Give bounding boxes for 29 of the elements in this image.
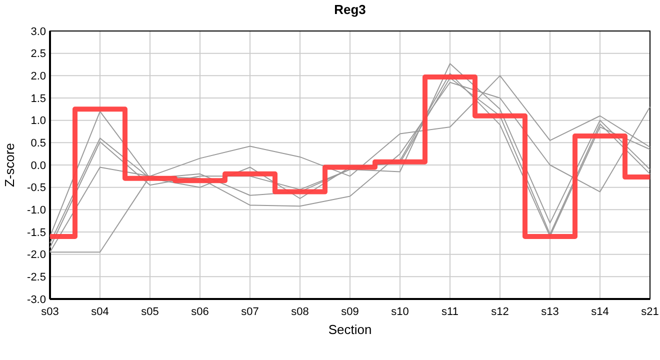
y-tick-label: 3.0	[30, 26, 46, 38]
y-tick-label: 2.0	[30, 70, 46, 83]
x-tick-label: s14	[591, 306, 609, 318]
y-tick-label: 1.0	[30, 115, 46, 128]
x-tick-label: s05	[141, 306, 159, 318]
y-axis-title: Z-score	[2, 142, 17, 188]
x-tick-label: s12	[491, 306, 509, 318]
chart-title: Reg3	[334, 2, 366, 17]
x-tick-label: s03	[41, 306, 59, 318]
y-tick-label: -1.5	[27, 226, 46, 239]
y-tick-label: -1.0	[27, 204, 46, 217]
y-tick-label: -2.5	[27, 272, 46, 284]
y-tick-label: 2.5	[30, 48, 46, 60]
x-tick-label: s11	[442, 306, 458, 318]
y-tick-label: 1.5	[30, 92, 46, 105]
y-tick-label: -2.0	[27, 249, 46, 262]
x-tick-label: s21	[641, 306, 659, 318]
x-tick-label: s06	[191, 306, 209, 318]
y-tick-label: 0.5	[30, 138, 46, 150]
x-tick-label: s09	[341, 306, 359, 318]
x-tick-label: s04	[91, 306, 109, 318]
x-tick-label: s07	[241, 306, 259, 318]
x-tick-label: s13	[541, 306, 559, 318]
x-axis-title: Section	[328, 322, 372, 337]
x-tick-label: s10	[391, 306, 409, 318]
y-tick-label: 0.0	[30, 160, 46, 172]
y-tick-label: -0.5	[27, 182, 46, 194]
y-tick-label: -3.0	[27, 294, 46, 306]
x-tick-label: s08	[291, 306, 309, 318]
